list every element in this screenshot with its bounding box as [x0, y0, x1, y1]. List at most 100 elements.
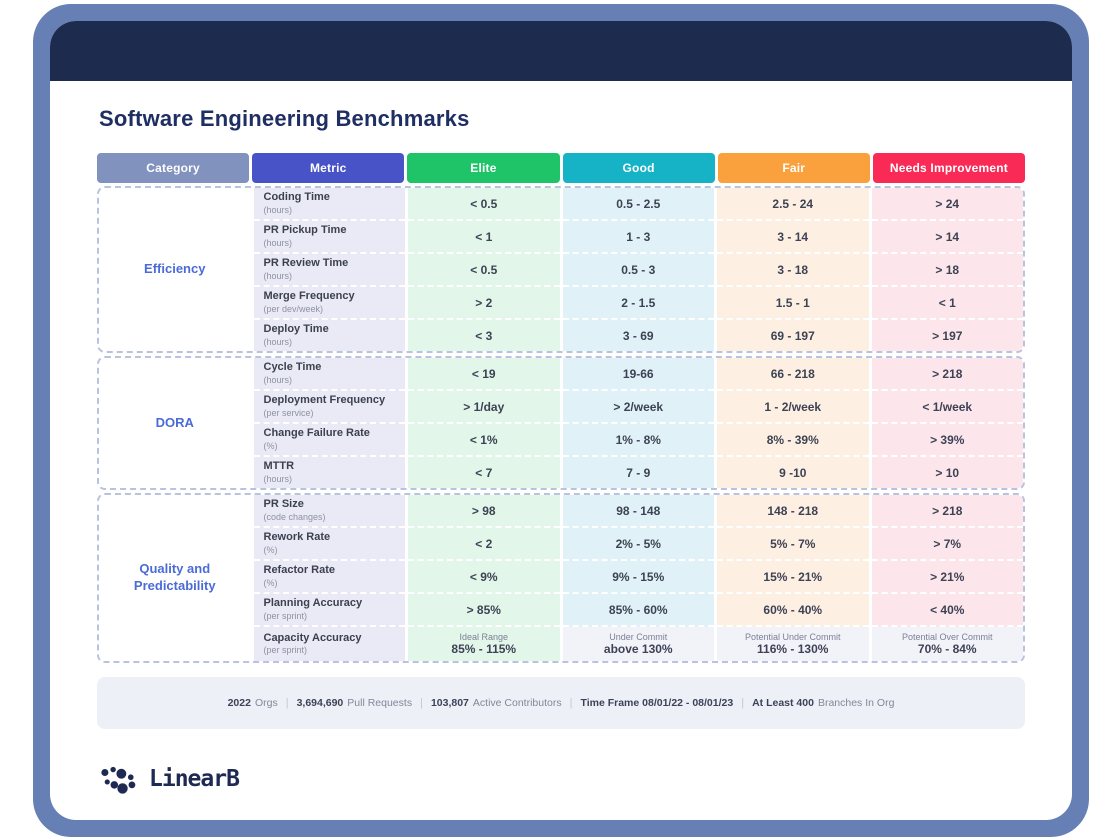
blue-frame: Software Engineering Benchmarks Category…	[33, 4, 1089, 837]
value-cell-fair: 69 - 197	[717, 320, 869, 351]
column-header-good: Good	[562, 153, 715, 183]
metric-unit: (%)	[263, 544, 278, 555]
metric-cell: Refactor Rate (%)	[253, 561, 405, 594]
table-body: Efficiency Coding Time (hours) < 0.5 0.5 - 2…	[97, 186, 1025, 663]
stat-divider: |	[420, 697, 423, 709]
range-value: 85% - 115%	[451, 642, 517, 657]
value-cell-elite: < 1	[408, 221, 560, 254]
table-header-row: Category Metric Elite Good Fair Needs Improve…	[97, 153, 1025, 183]
value-cell-fair: 9 -10	[717, 457, 869, 488]
table-section-2: DORA Cycle Time (hours) < 19 19-66 66 - 218 > …	[97, 356, 1025, 490]
value-cell-fair: 3 - 14	[717, 221, 869, 254]
value-cell-good: 0.5 - 3	[562, 254, 714, 287]
metric-unit: (per sprint)	[263, 645, 308, 656]
benchmark-card: Software Engineering Benchmarks Category…	[50, 21, 1072, 820]
metric-unit: (hours)	[263, 473, 293, 484]
value-cell-good: 2% - 5%	[562, 528, 714, 561]
metric-unit: (per dev/week)	[263, 303, 324, 314]
metric-name: Refactor Rate	[263, 564, 336, 576]
value-cell-needs_improvement: > 24	[871, 188, 1023, 221]
value-cell-elite: < 0.5	[408, 188, 560, 221]
value-cell-elite: < 0.5	[408, 254, 560, 287]
metric-name: PR Size	[263, 498, 304, 510]
table-section-3: Quality and Predictability PR Size (code c…	[97, 493, 1025, 663]
metric-name: PR Pickup Time	[263, 224, 347, 236]
column-header-needs_improvement: Needs Improvement	[872, 153, 1025, 183]
metric-unit: (per sprint)	[263, 610, 308, 621]
linearb-logo: LinearB	[99, 763, 1025, 795]
value-cell-good: 19-66	[562, 358, 714, 391]
metric-cell: Deploy Time (hours)	[253, 320, 405, 351]
value-cell-good: Under Commit above 130%	[562, 627, 714, 661]
value-cell-good: > 2/week	[562, 391, 714, 424]
metric-cell: Cycle Time (hours)	[253, 358, 405, 391]
value-cell-needs_improvement: < 1	[871, 287, 1023, 320]
metric-name: Rework Rate	[263, 531, 331, 543]
value-cell-good: 7 - 9	[562, 457, 714, 488]
value-cell-fair: 66 - 218	[717, 358, 869, 391]
value-cell-fair: 60% - 40%	[717, 594, 869, 627]
value-cell-fair: 8% - 39%	[717, 424, 869, 457]
metric-name: Coding Time	[263, 191, 330, 203]
value-cell-needs_improvement: > 21%	[871, 561, 1023, 594]
value-cell-good: 1% - 8%	[562, 424, 714, 457]
range-value: 116% - 130%	[757, 642, 829, 657]
category-label: DORA	[155, 414, 194, 430]
stat-divider: |	[285, 697, 289, 709]
value-cell-needs_improvement: > 18	[871, 254, 1023, 287]
value-cell-fair: 2.5 - 24	[717, 188, 869, 221]
column-header-elite: Elite	[407, 153, 560, 183]
value-cell-needs_improvement: > 14	[871, 221, 1023, 254]
card-content: Software Engineering Benchmarks Category…	[50, 106, 1072, 795]
value-cell-elite: > 85%	[408, 594, 560, 627]
stat-label: Active Contributors	[472, 697, 562, 709]
value-cell-fair: 15% - 21%	[717, 561, 869, 594]
value-cell-good: 2 - 1.5	[562, 287, 714, 320]
value-cell-good: 3 - 69	[562, 320, 714, 351]
metric-unit: (hours)	[263, 374, 293, 385]
metric-cell: Rework Rate (%)	[253, 528, 405, 561]
navy-top-bar	[50, 21, 1072, 81]
metric-cell: PR Pickup Time (hours)	[253, 221, 405, 254]
metric-unit: (hours)	[263, 336, 293, 347]
value-cell-needs_improvement: < 40%	[871, 594, 1023, 627]
metric-cell: Deployment Frequency (per service)	[253, 391, 405, 424]
metric-name: MTTR	[263, 460, 295, 472]
category-label: Efficiency	[144, 261, 206, 277]
metric-name: Deploy Time	[263, 323, 329, 335]
value-cell-good: 0.5 - 2.5	[562, 188, 714, 221]
stat-value: Time Frame 08/01/22 - 08/01/23	[580, 697, 734, 709]
metric-unit: (%)	[263, 577, 278, 588]
value-cell-good: 85% - 60%	[562, 594, 714, 627]
stat-value: 3,694,690	[296, 697, 344, 709]
metric-cell: PR Review Time (hours)	[253, 254, 405, 287]
metric-name: Deployment Frequency	[263, 394, 386, 406]
linearb-logo-icon	[101, 766, 136, 794]
value-cell-elite: > 2	[408, 287, 560, 320]
value-cell-good: 98 - 148	[562, 495, 714, 528]
metric-cell: PR Size (code changes)	[253, 495, 405, 528]
metric-cell: Planning Accuracy (per sprint)	[253, 594, 405, 627]
category-label: Quality and Predictability	[133, 561, 216, 593]
value-cell-good: 9% - 15%	[562, 561, 714, 594]
stat-label: Orgs	[254, 697, 278, 709]
value-cell-needs_improvement: > 218	[871, 495, 1023, 528]
metric-cell: Merge Frequency (per dev/week)	[253, 287, 405, 320]
range-qualifier: Potential Under Commit	[744, 632, 841, 643]
metric-name: Change Failure Rate	[263, 427, 370, 439]
footer-stats: 2022 Orgs | 3,694,690 Pull Requests | 103,807 A…	[97, 677, 1025, 729]
metric-cell: Capacity Accuracy (per sprint)	[253, 627, 405, 661]
value-cell-fair: Potential Under Commit 116% - 130%	[717, 627, 869, 661]
value-cell-needs_improvement: Potential Over Commit 70% - 84%	[871, 627, 1023, 661]
value-cell-good: 1 - 3	[562, 221, 714, 254]
metric-name: Capacity Accuracy	[263, 631, 362, 644]
range-qualifier: Ideal Range	[459, 632, 509, 643]
value-cell-elite: < 7	[408, 457, 560, 488]
column-header-fair: Fair	[717, 153, 870, 183]
metric-name: Merge Frequency	[263, 290, 355, 302]
value-cell-elite: > 98	[408, 495, 560, 528]
value-cell-elite: < 3	[408, 320, 560, 351]
value-cell-needs_improvement: > 218	[871, 358, 1023, 391]
value-cell-elite: > 1/day	[408, 391, 560, 424]
